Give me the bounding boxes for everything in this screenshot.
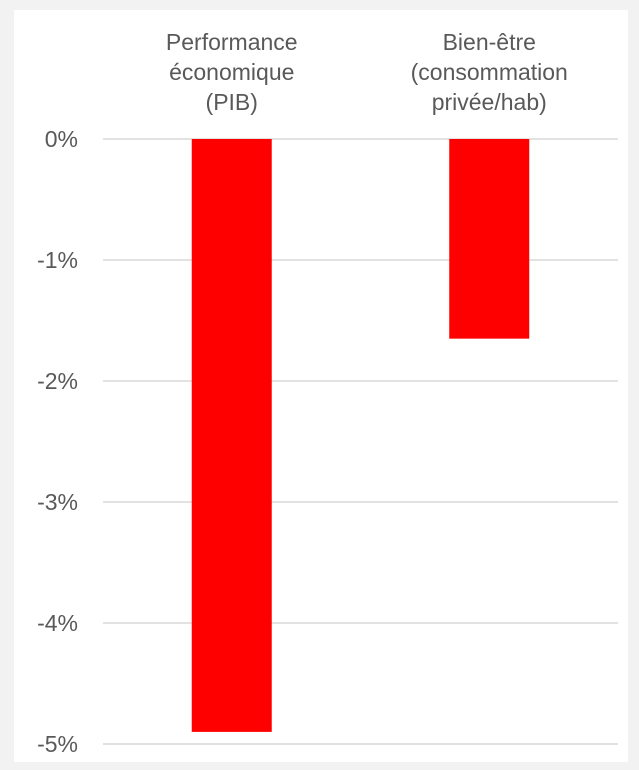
bar [449,139,530,339]
y-tick-label: -4% [37,610,78,636]
y-tick-label: 0% [45,126,78,152]
category-label-line: Performance [166,29,298,55]
category-label-line: économique [169,59,294,85]
category-label: Performance économique (PIB) [166,29,298,115]
chart-panel: 0% -1% -2% -3% -4% -5% Performance économique (… [14,10,628,762]
y-tick-label: -1% [37,247,78,273]
gridlines [103,138,618,745]
category-label-line: Bien-être [443,29,536,55]
y-tick-label: -5% [37,731,78,757]
y-axis-tick-labels: 0% -1% -2% -3% -4% -5% [37,126,78,757]
bar-chart: 0% -1% -2% -3% -4% -5% Performance économique (… [37,29,618,757]
category-labels: Performance économique (PIB) Bien-être (cons… [166,29,568,115]
bars [191,139,530,732]
bar [191,139,272,732]
category-label-line: privée/hab) [432,89,547,115]
category-label-line: (consommation [411,59,568,85]
category-label-line: (PIB) [206,89,258,115]
y-tick-label: -3% [37,489,78,515]
category-label: Bien-être (consommation privée/hab) [411,29,568,115]
y-tick-label: -2% [37,368,78,394]
